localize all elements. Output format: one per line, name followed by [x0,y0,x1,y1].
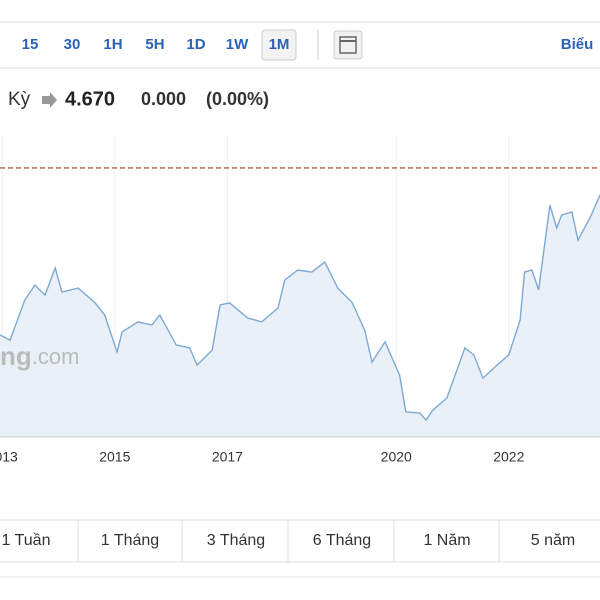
interval-button[interactable]: 1D [186,36,205,53]
plot: 2013 2015 2017 2020 2022 [0,135,600,465]
area [0,195,600,437]
range-button[interactable]: 1 Tháng [101,532,159,549]
x-tick-label: 2020 [381,449,412,465]
range-button[interactable]: 3 Tháng [207,532,265,549]
icon-glyph [339,36,357,54]
watermark-bold: ng [0,341,32,371]
interval-button[interactable]: 5H [145,36,164,53]
chart-type-button[interactable]: Biểu [561,36,594,53]
range-button[interactable]: 6 Tháng [313,532,371,549]
x-tick-label: 2015 [99,449,130,465]
range-bar: 1 Tuần 1 Tháng 3 Tháng 6 Tháng 1 Năm 5 năm [2,520,575,562]
price: 4.670 [65,88,115,110]
interval-button[interactable]: 1W [226,36,249,53]
instrument-name: Kỳ [8,89,31,110]
interval-bar: 15 30 1H 5H 1D 1W 1M [22,29,297,61]
price-change: 0.000 [141,89,186,109]
x-tick-label: 2013 [0,449,18,465]
watermark-domain: .com [32,344,80,369]
interval-button[interactable]: 30 [64,36,81,53]
interval-button[interactable]: 15 [22,36,39,53]
layout-icon-button[interactable] [333,30,363,60]
icon-frame [333,30,363,60]
line [0,194,600,422]
range-button[interactable]: 1 Tuần [2,532,51,549]
price-change-percent: (0.00%) [206,89,269,109]
interval-button[interactable]: 1H [103,36,122,53]
range-button[interactable]: 5 năm [531,532,575,549]
x-tick-label: 2022 [493,449,524,465]
range-button[interactable]: 1 Năm [423,532,470,549]
unchanged-arrow [42,92,57,108]
selected-interval-frame [261,29,297,61]
watermark: ng.com [0,341,79,371]
x-tick-label: 2017 [212,449,243,465]
interval-button[interactable]: 1M [269,36,290,53]
